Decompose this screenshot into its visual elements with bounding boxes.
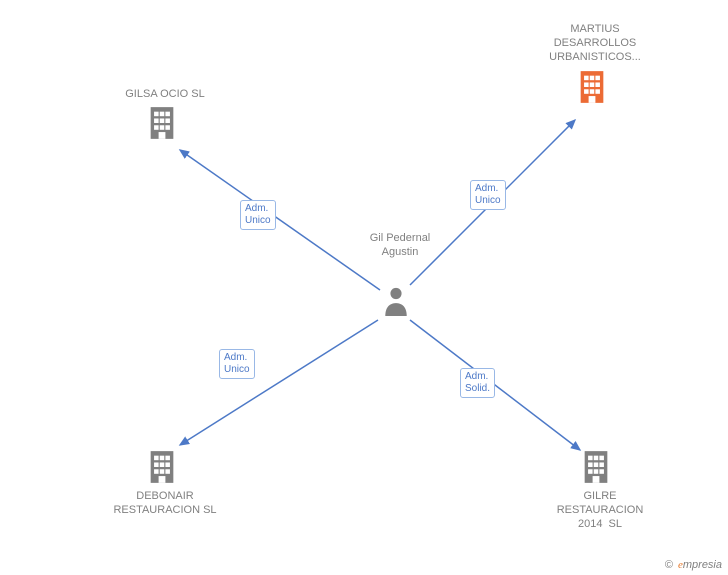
node-label-martius: MARTIUS DESARROLLOS URBANISTICOS... [520, 23, 670, 64]
node-label-debonair: DEBONAIR RESTAURACION SL [80, 490, 250, 518]
center-node-label: Gil Pedernal Agustin [365, 232, 435, 260]
copyright: © empresia [665, 559, 722, 571]
copyright-symbol: © [665, 559, 673, 571]
edge-label: Adm. Unico [240, 200, 276, 230]
brand-name: empresia [678, 559, 722, 571]
building-icon [582, 450, 610, 489]
edge-line [180, 150, 380, 290]
edge-label: Adm. Unico [219, 349, 255, 379]
building-icon [148, 106, 176, 145]
edges-layer [0, 0, 728, 575]
building-icon [578, 70, 606, 109]
diagram-canvas: Adm. Unico Adm. Unico Adm. Unico Adm. So… [0, 0, 728, 575]
person-icon [383, 286, 409, 321]
node-label-gilsa: GILSA OCIO SL [90, 88, 240, 102]
edge-label: Adm. Solid. [460, 368, 495, 398]
building-icon [148, 450, 176, 489]
node-label-gilre: GILRE RESTAURACION 2014 SL [520, 490, 680, 531]
edge-line [180, 320, 378, 445]
edge-label: Adm. Unico [470, 180, 506, 210]
